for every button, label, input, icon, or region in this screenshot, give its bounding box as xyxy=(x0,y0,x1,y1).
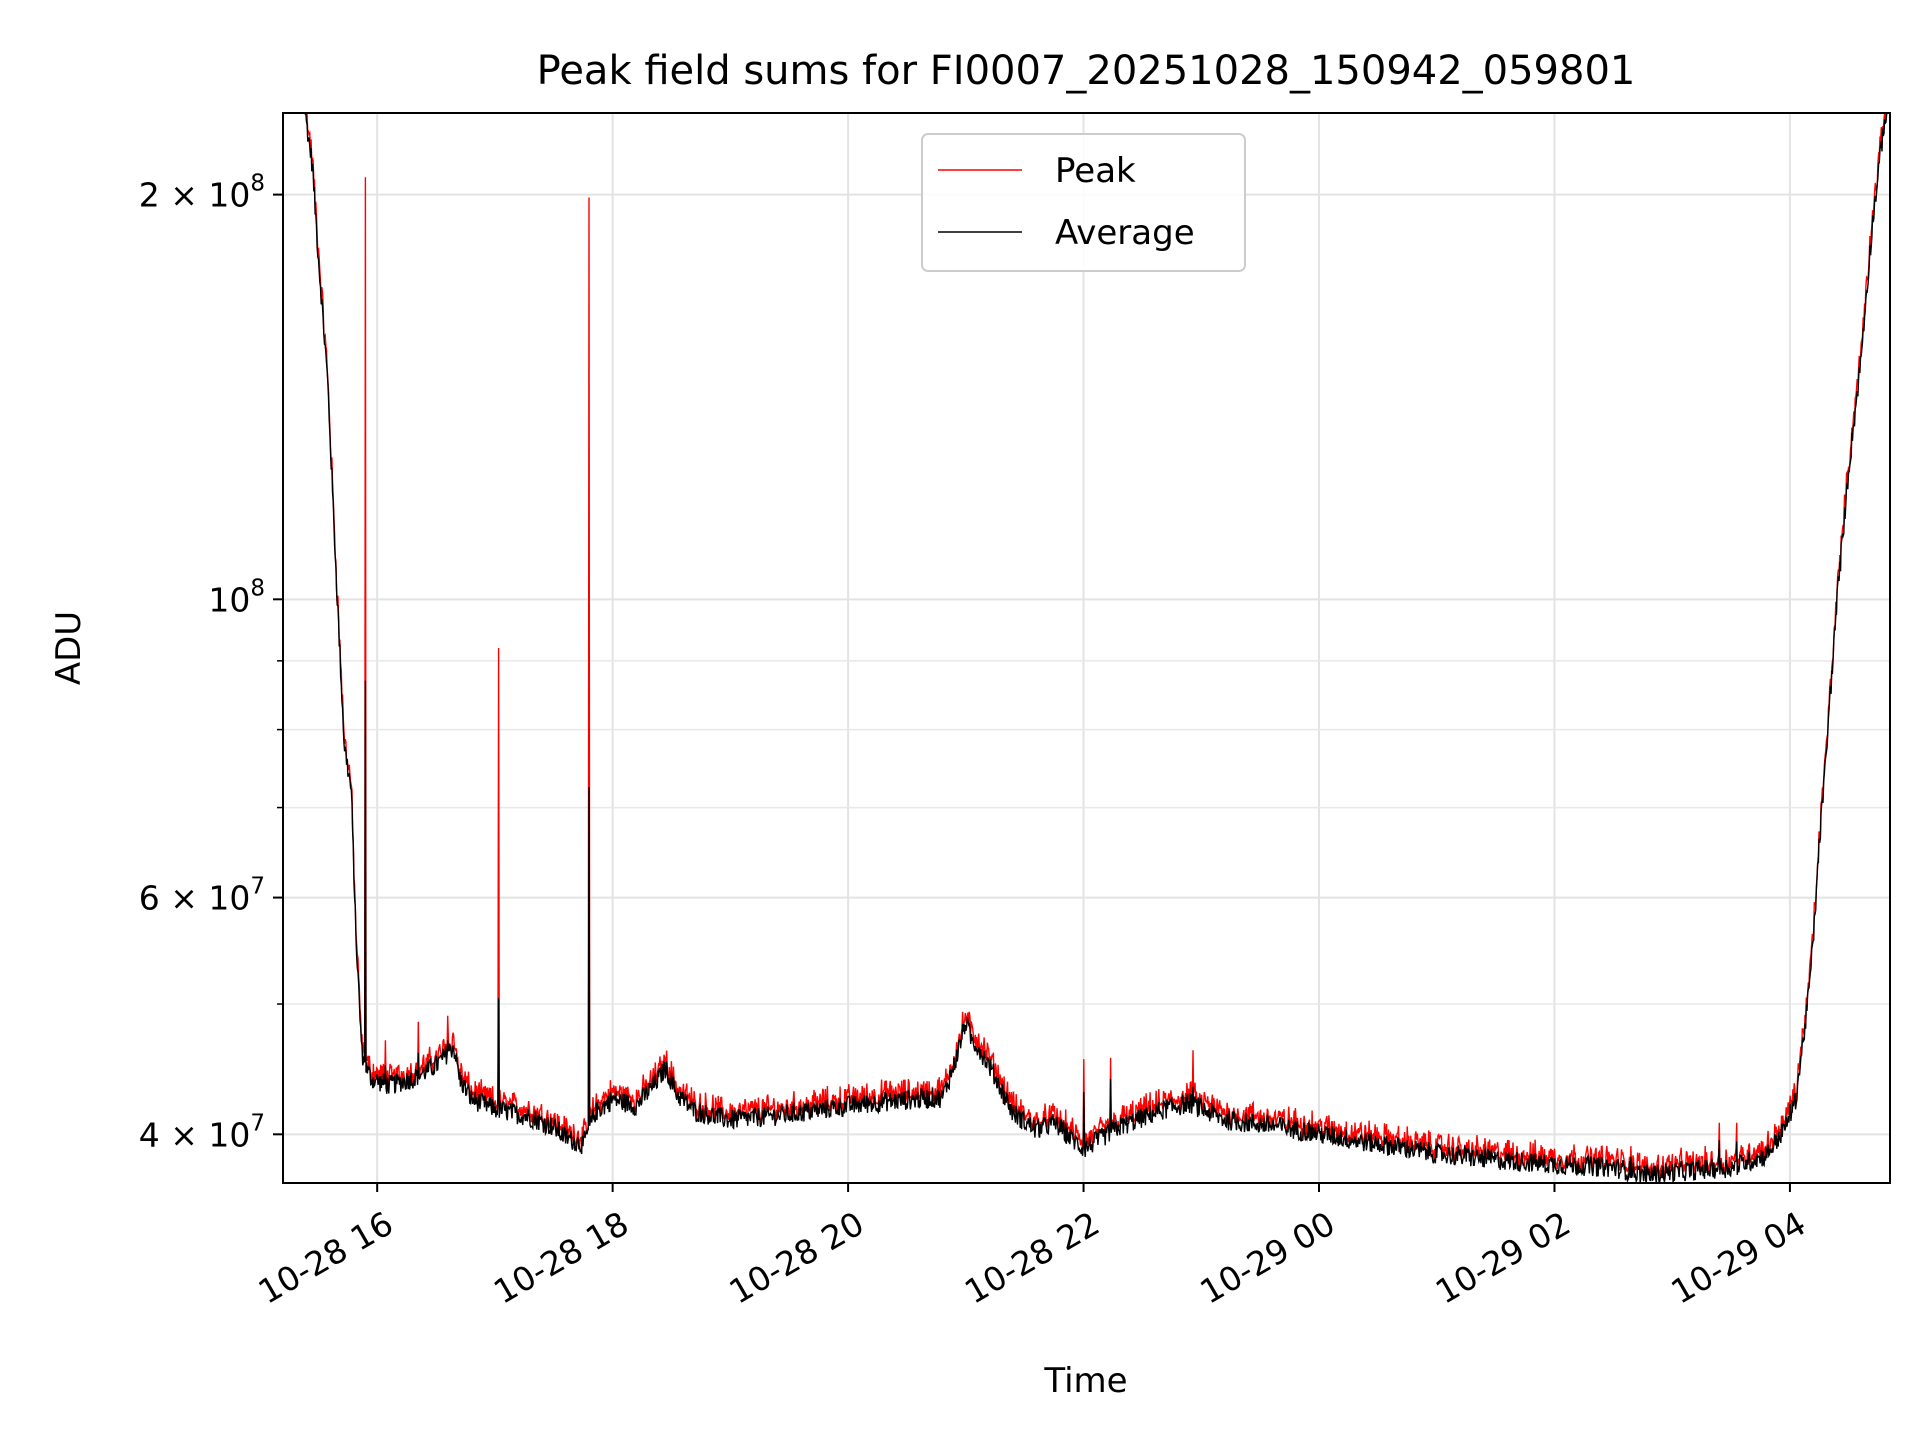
series-lines xyxy=(283,113,1890,1183)
legend-average-label: Average xyxy=(1055,213,1195,253)
peak-series-line xyxy=(283,113,1890,1182)
legend-box xyxy=(921,133,1246,272)
x-axis-label: Time xyxy=(1043,1361,1127,1401)
y-tick-label: 2 × 108 xyxy=(139,171,265,215)
legend-peak-label: Peak xyxy=(1055,151,1136,191)
chart-title: Peak field sums for FI0007_20251028_1509… xyxy=(537,48,1636,94)
y-tick-label: 6 × 107 xyxy=(139,874,265,918)
plot-area xyxy=(283,113,1890,1183)
y-axis-label: ADU xyxy=(49,611,89,685)
legend: Peak Average xyxy=(921,133,1246,272)
y-tick-label: 4 × 107 xyxy=(139,1110,265,1154)
average-series-line xyxy=(283,113,1890,1183)
y-tick-label: 108 xyxy=(208,575,265,619)
plot-frame xyxy=(282,112,1891,1184)
